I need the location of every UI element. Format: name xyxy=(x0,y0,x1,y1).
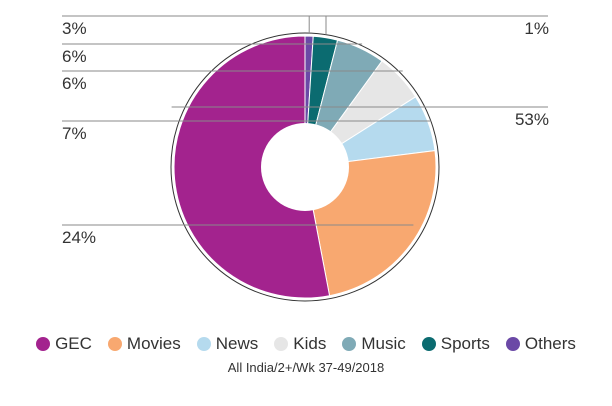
value-label-sports: 3% xyxy=(62,19,87,38)
legend-label-sports: Sports xyxy=(440,334,490,353)
value-label-gec: 53% xyxy=(515,110,549,129)
donut-hole xyxy=(261,123,349,211)
legend-item-sports: Sports xyxy=(421,334,490,354)
legend-item-news: News xyxy=(196,334,259,354)
legend-label-music: Music xyxy=(361,334,406,353)
legend-item-others: Others xyxy=(505,334,576,354)
legend-label-kids: Kids xyxy=(293,334,327,353)
value-label-news: 7% xyxy=(62,124,87,143)
slice-gec xyxy=(173,35,331,299)
leader-others xyxy=(308,15,548,34)
legend-swatch-news xyxy=(196,337,211,351)
pie-outline xyxy=(170,32,440,302)
legend-swatch-others xyxy=(505,337,520,351)
legend-swatch-music xyxy=(342,337,357,351)
legend-swatch-sports xyxy=(421,337,436,351)
legend-swatch-movies xyxy=(107,337,122,351)
legend-label-news: News xyxy=(215,334,259,353)
value-label-kids: 6% xyxy=(62,74,87,93)
legend-label-movies: Movies xyxy=(126,334,181,353)
legend-swatch-kids xyxy=(274,337,289,351)
leader-sports xyxy=(62,15,327,35)
legend-item-music: Music xyxy=(342,334,406,354)
legend-label-gec: GEC xyxy=(55,334,92,353)
legend-item-kids: Kids xyxy=(274,334,326,354)
legend: GEC Movies News Kids Music Sports Others xyxy=(0,331,612,357)
footnote: All India/2+/Wk 37-49/2018 xyxy=(227,360,385,375)
value-label-music: 6% xyxy=(62,47,87,66)
legend-item-gec: GEC xyxy=(36,334,92,354)
legend-swatch-gec xyxy=(36,337,51,351)
value-label-movies: 24% xyxy=(62,228,96,247)
legend-label-others: Others xyxy=(524,334,576,353)
value-label-others: 1% xyxy=(524,19,549,38)
legend-item-movies: Movies xyxy=(107,334,181,354)
